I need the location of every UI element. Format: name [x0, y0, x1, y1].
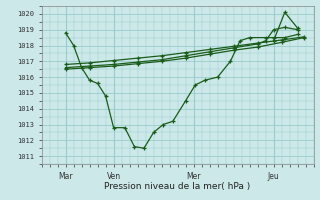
X-axis label: Pression niveau de la mer( hPa ): Pression niveau de la mer( hPa ) [104, 182, 251, 191]
